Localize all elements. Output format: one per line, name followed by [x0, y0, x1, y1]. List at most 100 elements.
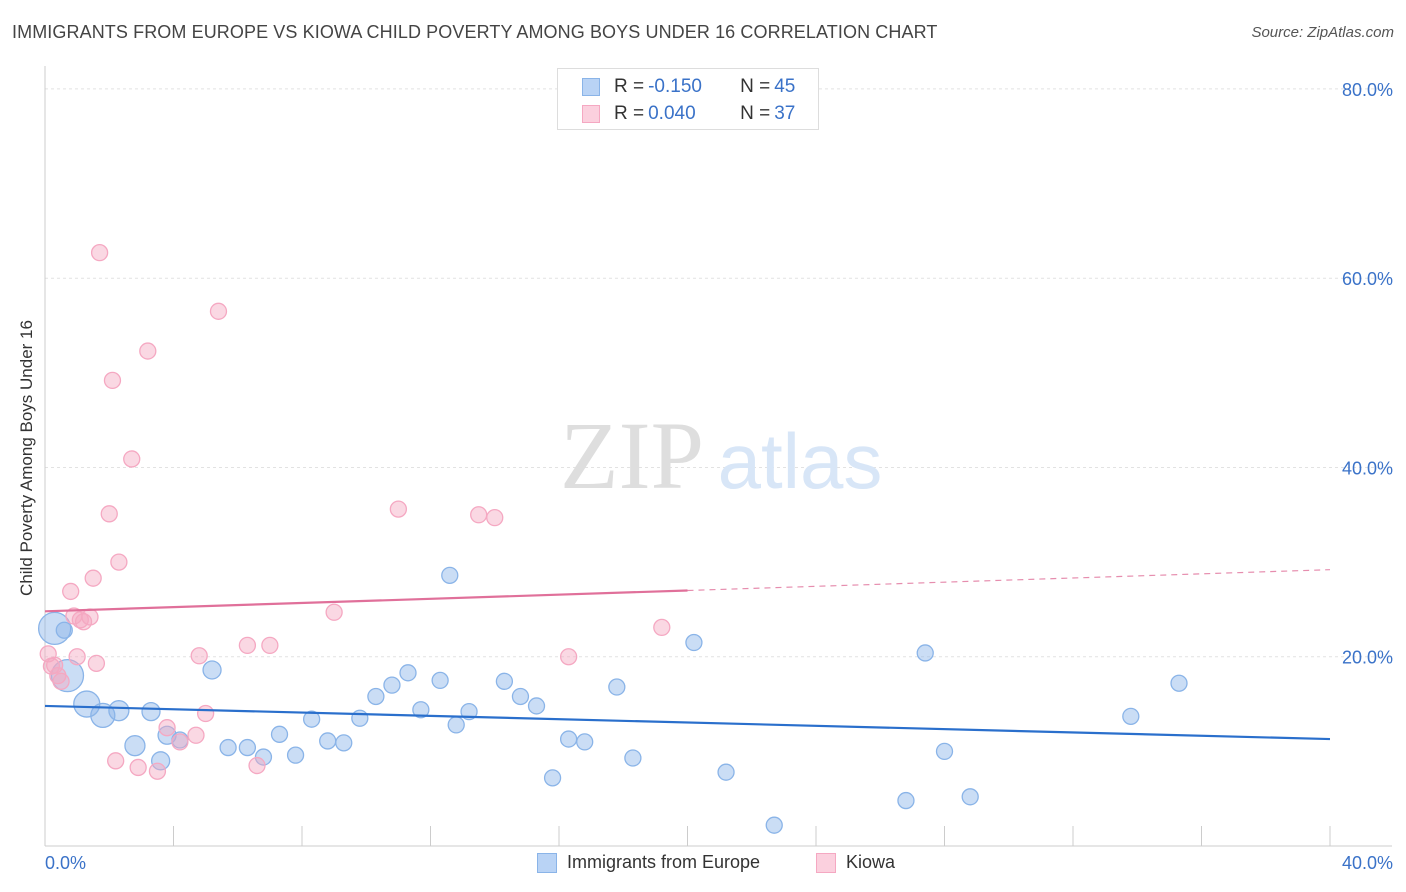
europe-point [37, 611, 72, 645]
watermark: ZIP atlas [560, 402, 882, 509]
europe-point [1122, 707, 1140, 726]
kiowa-point [261, 636, 279, 655]
chart-title: IMMIGRANTS FROM EUROPE VS KIOWA CHILD PO… [12, 22, 938, 42]
europe-point [511, 687, 530, 706]
legend-r-value: 0.040 [648, 103, 696, 124]
kiowa-point [68, 648, 86, 666]
kiowa-point [129, 758, 147, 777]
europe-point [254, 748, 273, 766]
europe-point [543, 769, 562, 787]
kiowa-point [87, 654, 106, 673]
x-tick-label-min: 0.0% [45, 853, 86, 873]
europe-point [202, 660, 222, 680]
axes [44, 66, 1392, 847]
kiowa-point [209, 302, 228, 320]
kiowa-point [103, 371, 122, 390]
kiowa-point [139, 342, 157, 360]
legend-row-kiowa: R = 0.040 N = 37 [582, 102, 795, 126]
x-tick-label-max: 40.0% [1342, 853, 1393, 873]
legend-swatch-kiowa [582, 105, 600, 123]
kiowa-point [559, 648, 578, 666]
y-tick-label: 20.0% [1342, 648, 1393, 668]
europe-point [717, 763, 735, 781]
kiowa-point [389, 500, 408, 518]
kiowa-point [84, 569, 102, 587]
europe-point [447, 716, 465, 734]
europe-point [961, 788, 979, 806]
europe-point [351, 709, 369, 727]
europe-point [431, 671, 449, 690]
europe-point [367, 687, 385, 706]
series-europe-points [37, 566, 1188, 834]
y-tick-label: 40.0% [1342, 458, 1393, 478]
kiowa-point [248, 756, 266, 775]
kiowa-point [171, 733, 189, 751]
europe-point [897, 791, 915, 810]
europe-point [219, 738, 237, 757]
kiowa-point [653, 618, 671, 637]
europe-point [399, 664, 417, 682]
europe-point [141, 701, 161, 722]
europe-point [335, 734, 353, 752]
europe-point [460, 702, 478, 721]
kiowa-point [190, 647, 208, 665]
kiowa-point [470, 506, 488, 524]
europe-point [576, 733, 594, 751]
europe-point [685, 633, 703, 652]
legend-swatch-europe [582, 78, 600, 96]
legend-n-label: N = [740, 103, 771, 124]
kiowa-point [238, 636, 257, 655]
europe-point [286, 746, 305, 764]
europe-point [527, 697, 546, 715]
series-swatch-europe [537, 852, 557, 873]
kiowa-point [187, 726, 205, 744]
kiowa-point [148, 762, 167, 780]
europe-point [302, 710, 321, 728]
kiowa-point [90, 243, 109, 262]
watermark-zip: ZIP [560, 402, 704, 509]
kiowa-point [196, 704, 215, 723]
kiowa-point [123, 450, 141, 468]
europe-point [412, 701, 430, 719]
chart-source: Source: ZipAtlas.com [1251, 24, 1394, 41]
kiowa-point [107, 752, 125, 770]
europe-point [935, 742, 954, 761]
kiowa-point [110, 553, 128, 571]
europe-point [150, 751, 171, 771]
kiowa-point [325, 603, 343, 621]
europe-point [559, 730, 578, 748]
europe-point [55, 621, 73, 639]
y-tick-label: 60.0% [1342, 269, 1393, 289]
y-tick-label: 80.0% [1342, 80, 1393, 100]
watermark-atlas: atlas [718, 417, 883, 505]
kiowa-point [100, 505, 118, 523]
series-legend-label: Immigrants from Europe [567, 852, 761, 872]
kiowa-trend-line [44, 589, 688, 613]
points-layer [37, 243, 1188, 834]
series-legend: Immigrants from Europe Kiowa [0, 852, 1406, 876]
europe-point [238, 738, 257, 757]
trend-lines [44, 569, 1331, 741]
kiowa-point [49, 667, 67, 685]
kiowa-point [62, 582, 80, 601]
grid-lines [45, 88, 1392, 658]
series-legend-europe: Immigrants from Europe [537, 852, 760, 873]
legend-row-europe: R = -0.150 N = 45 [582, 75, 795, 99]
europe-point [108, 700, 130, 722]
legend-r-label: R = [614, 76, 645, 97]
tick-labels: 20.0% 40.0% 60.0% 80.0% 0.0% 40.0% [45, 80, 1393, 873]
europe-point [1170, 674, 1188, 692]
legend-r-label: R = [614, 103, 645, 124]
europe-point [495, 672, 514, 690]
kiowa-point [71, 611, 89, 629]
series-legend-kiowa: Kiowa [816, 852, 895, 873]
europe-point [441, 566, 459, 584]
europe-point [624, 749, 642, 767]
europe-point [916, 644, 934, 662]
series-swatch-kiowa [816, 852, 836, 873]
series-kiowa-points [39, 243, 671, 780]
stats-legend: R = -0.150 N = 45 R = 0.040 N = 37 [557, 68, 819, 130]
kiowa-point [42, 657, 61, 675]
europe-point [765, 816, 783, 834]
